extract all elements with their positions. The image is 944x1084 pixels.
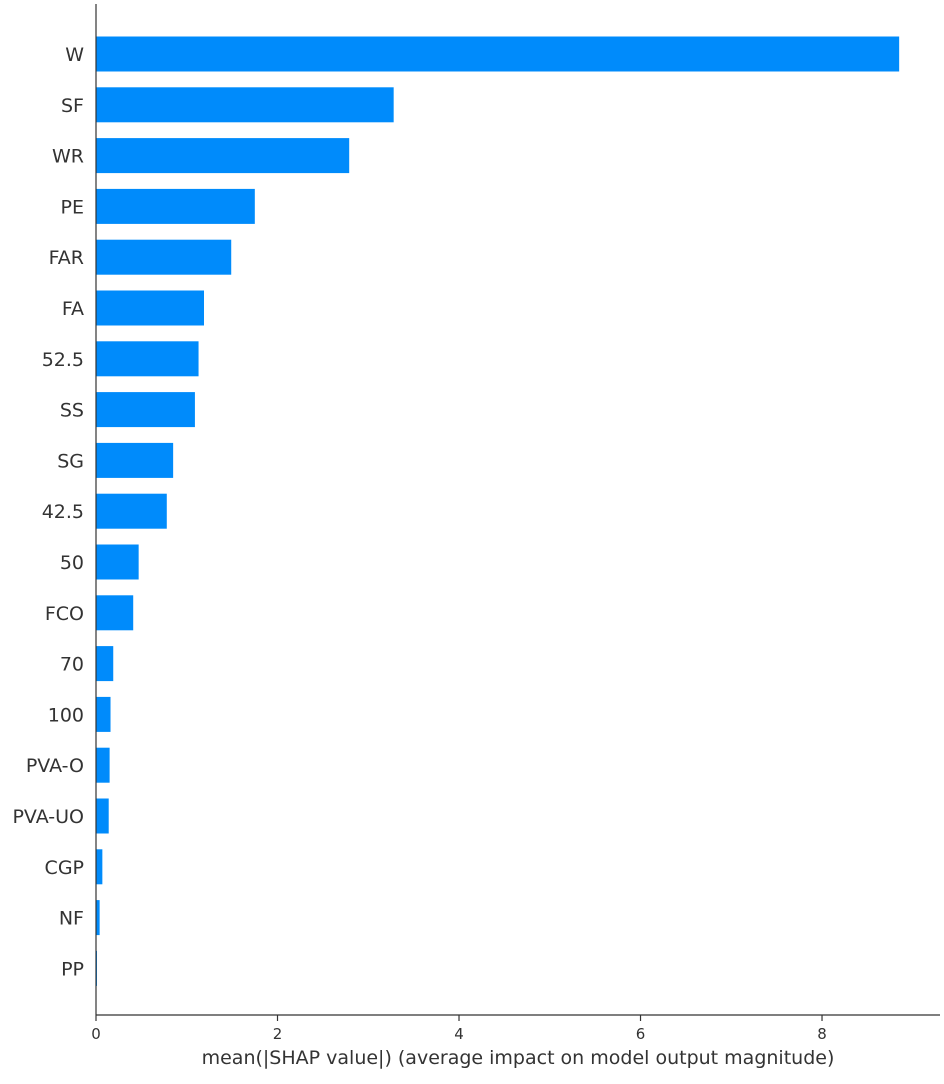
x-tick-label: 0 — [91, 1025, 101, 1043]
category-label: SG — [57, 450, 84, 472]
category-label: FCO — [45, 603, 84, 625]
category-label: PE — [61, 196, 84, 218]
bar-100 — [96, 696, 111, 732]
category-label: SF — [61, 95, 84, 117]
category-label: NF — [59, 908, 84, 930]
bar-ss — [96, 392, 195, 428]
x-tick-label: 4 — [454, 1025, 464, 1043]
category-label: PP — [61, 958, 84, 980]
bar-52.5 — [96, 341, 199, 377]
bar-far — [96, 239, 232, 275]
category-label: 52.5 — [42, 349, 84, 371]
bar-sf — [96, 87, 394, 123]
category-label: PVA-O — [26, 755, 84, 777]
bar-wr — [96, 138, 350, 174]
x-tick-label: 8 — [817, 1025, 827, 1043]
bar-w — [96, 36, 900, 72]
bar-sg — [96, 442, 174, 478]
category-label: CGP — [45, 857, 84, 879]
bar-fa — [96, 290, 204, 326]
category-label: 70 — [60, 654, 84, 676]
bar-fco — [96, 595, 134, 631]
category-label: WR — [52, 146, 84, 168]
category-label: SS — [60, 400, 84, 422]
x-tick-label: 6 — [636, 1025, 646, 1043]
bar-pva-o — [96, 747, 110, 783]
bar-pva-uo — [96, 798, 109, 834]
category-label: 42.5 — [42, 501, 84, 523]
category-label: 50 — [60, 552, 84, 574]
category-label: 100 — [48, 704, 84, 726]
category-label: FAR — [49, 247, 84, 269]
bar-70 — [96, 646, 114, 682]
category-label: FA — [62, 298, 84, 320]
x-axis-title: mean(|SHAP value|) (average impact on mo… — [202, 1047, 835, 1069]
x-tick-label: 2 — [273, 1025, 283, 1043]
bar-pe — [96, 188, 255, 224]
bar-nf — [96, 900, 100, 936]
category-label: PVA-UO — [12, 806, 84, 828]
x-ticks-group: 0 2 4 6 8 — [91, 1015, 827, 1043]
bar-cgp — [96, 849, 103, 885]
bars-group — [96, 36, 900, 986]
axes-group — [95, 4, 940, 1016]
category-label: W — [65, 44, 84, 66]
bar-42.5 — [96, 493, 167, 529]
bar-50 — [96, 544, 139, 580]
category-labels-group: W SF WR PE FAR FA 52.5 SS SG 42.5 50 FCO 70 100 PVA-O P… — [12, 44, 84, 980]
